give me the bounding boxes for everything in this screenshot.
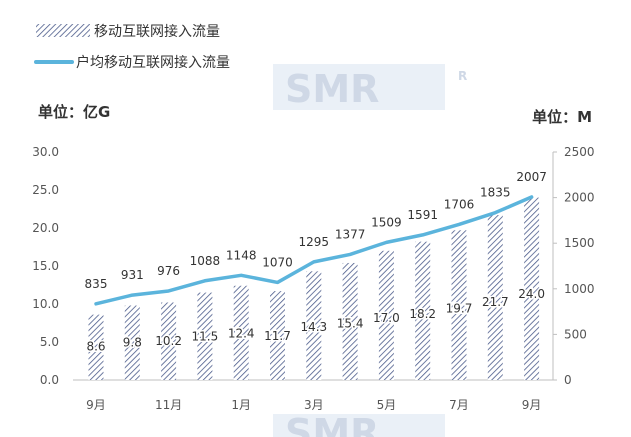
- bar: [270, 291, 285, 380]
- right-tick-label: 500: [564, 327, 587, 341]
- right-tick-label: 0: [564, 373, 572, 387]
- left-tick-label: 5.0: [40, 335, 59, 349]
- bar-data-label: 18.2: [409, 307, 436, 321]
- line-data-label: 2007: [516, 170, 547, 184]
- line-series: 835 931 976 1088 1148 1070 1295 1377 1509 1591 170…: [85, 170, 547, 306]
- watermark-text: SMR: [285, 67, 379, 111]
- x-tick-label: 11月: [155, 398, 182, 412]
- bar: [342, 262, 358, 380]
- bar: [306, 271, 322, 380]
- bar-data-label: 9.8: [123, 335, 142, 349]
- right-tick-label: 1500: [564, 236, 595, 250]
- bar: [487, 215, 503, 380]
- x-tick-label: 5月: [377, 398, 397, 412]
- bar: [233, 285, 249, 380]
- bar: [161, 302, 177, 380]
- watermark-bottom-text: SMR: [285, 411, 379, 437]
- bar-data-label: 14.3: [300, 320, 327, 334]
- x-tick-label: 9月: [86, 398, 106, 412]
- bar-data-label: 8.6: [86, 340, 105, 354]
- right-tick-label: 1000: [564, 282, 595, 296]
- line-data-label: 1070: [262, 255, 293, 269]
- left-tick-label: 15.0: [32, 259, 59, 273]
- right-tick-label: 2500: [564, 145, 595, 159]
- left-axis-ticks: 0.0 5.0 10.0 15.0 20.0 25.0 30.0: [32, 145, 59, 387]
- x-axis-ticks: 9月 11月 1月 3月 5月 7月 9月: [86, 398, 541, 412]
- x-tick-label: 7月: [449, 398, 469, 412]
- legend-line-label: 户均移动互联网接入流量: [76, 54, 230, 71]
- bar-data-label: 12.4: [228, 327, 255, 341]
- line-data-label: 1835: [480, 186, 511, 200]
- line-data-label: 1591: [407, 208, 438, 222]
- left-tick-label: 0.0: [40, 373, 59, 387]
- bar: [378, 250, 394, 380]
- line-data-label: 1509: [371, 215, 402, 229]
- legend: 移动互联网接入流量 户均移动互联网接入流量: [34, 23, 230, 71]
- bar: [197, 292, 213, 380]
- line-data-label: 1706: [444, 197, 475, 211]
- line-data-label: 976: [157, 264, 180, 278]
- line-data-label: 835: [85, 277, 108, 291]
- watermark: SMR R: [273, 64, 467, 111]
- right-tick-label: 2000: [564, 191, 595, 205]
- left-axis-unit: 单位：亿G: [38, 103, 110, 121]
- line-path: [94, 195, 534, 306]
- x-tick-label: 3月: [304, 398, 324, 412]
- left-tick-label: 25.0: [32, 183, 59, 197]
- line-data-label: 1148: [226, 248, 257, 262]
- x-tick-label: 9月: [522, 398, 542, 412]
- line-data-label: 931: [121, 268, 144, 282]
- watermark-bottom: SMR: [273, 411, 445, 437]
- line-data-label: 1295: [299, 235, 330, 249]
- right-axis-ticks: 0 500 1000 1500 2000 2500: [553, 145, 595, 387]
- bar-data-label: 21.7: [482, 295, 509, 309]
- bar-data-label: 19.7: [446, 302, 473, 316]
- right-axis-unit: 单位：M: [532, 108, 592, 126]
- bars: 8.6 9.8 10.2 11.5 12.4 11.7 14.3 15.4 17.0 18.2 19…: [85, 197, 546, 380]
- bar: [524, 197, 540, 380]
- watermark-mark: R: [458, 69, 467, 83]
- legend-bar-label: 移动互联网接入流量: [94, 23, 220, 40]
- bar: [88, 314, 104, 380]
- bar-data-label: 15.4: [337, 316, 364, 330]
- bar: [451, 230, 467, 380]
- bar-data-label: 17.0: [373, 311, 400, 325]
- line-data-label: 1377: [335, 227, 366, 241]
- x-tick-label: 1月: [231, 398, 251, 412]
- bar: [415, 241, 431, 380]
- legend-bar-swatch: [36, 24, 90, 37]
- line-data-label: 1088: [190, 254, 221, 268]
- left-tick-label: 20.0: [32, 221, 59, 235]
- bar-data-label: 24.0: [518, 287, 545, 301]
- left-tick-label: 10.0: [32, 297, 59, 311]
- bar-data-label: 11.7: [264, 329, 291, 343]
- bar-data-label: 10.2: [155, 334, 182, 348]
- left-tick-label: 30.0: [32, 145, 59, 159]
- bar: [124, 305, 140, 380]
- bar-data-label: 11.5: [192, 330, 219, 344]
